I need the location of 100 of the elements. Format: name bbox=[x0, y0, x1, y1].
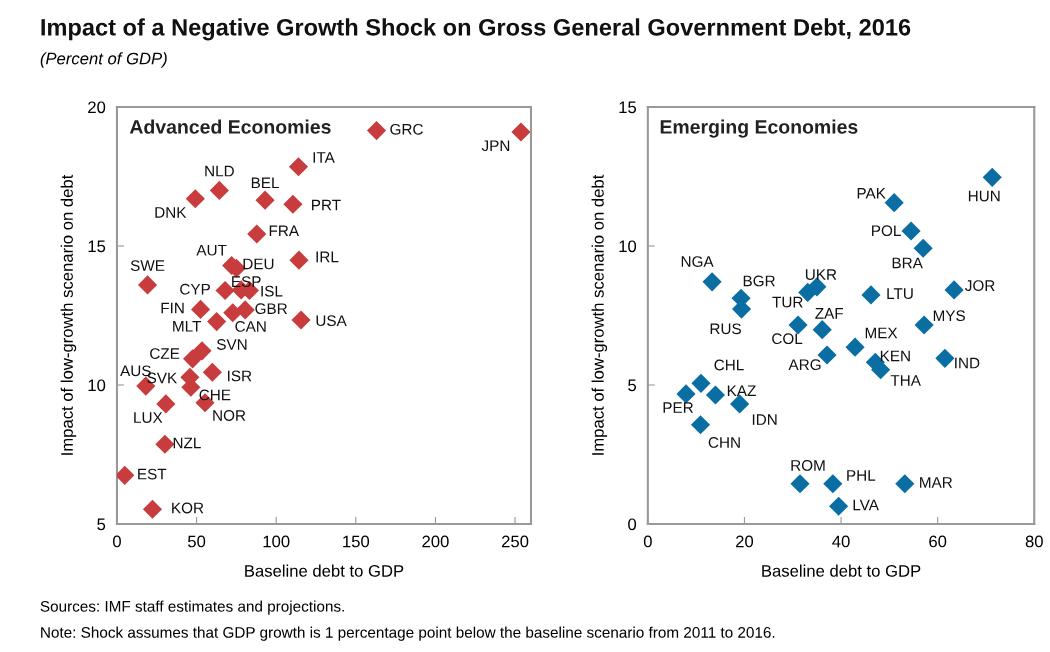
point bbox=[944, 280, 964, 300]
point bbox=[812, 320, 832, 340]
annotation: RUS bbox=[710, 323, 741, 335]
annotation: HUN bbox=[968, 190, 1000, 202]
point bbox=[913, 238, 933, 258]
point bbox=[202, 362, 222, 382]
annotation: ISL bbox=[261, 285, 283, 297]
annotation: KAZ bbox=[727, 385, 756, 396]
point bbox=[702, 272, 722, 292]
point bbox=[982, 167, 1002, 187]
point bbox=[183, 349, 203, 369]
annotation: GBR bbox=[255, 303, 287, 315]
point bbox=[283, 194, 303, 214]
x-tick-label: 150 bbox=[343, 535, 370, 548]
y-tick-label: 20 bbox=[88, 101, 106, 114]
x-tick-label: 50 bbox=[187, 535, 206, 548]
annotation: PER bbox=[663, 402, 693, 413]
annotation: SWE bbox=[130, 260, 165, 272]
point bbox=[884, 193, 904, 213]
annotation: ITA bbox=[313, 152, 335, 163]
point bbox=[691, 373, 711, 393]
point bbox=[690, 415, 711, 435]
point bbox=[185, 189, 205, 209]
point bbox=[288, 157, 309, 177]
y-tick-label: 15 bbox=[619, 101, 637, 114]
y-tick-label: 10 bbox=[619, 240, 637, 253]
annotation: BEL bbox=[251, 177, 279, 189]
annotation: MAR bbox=[920, 477, 953, 488]
annotation: CAN bbox=[235, 321, 266, 332]
point bbox=[142, 499, 163, 519]
annotation: USA bbox=[316, 315, 347, 327]
annotation: LTU bbox=[887, 288, 913, 300]
annotation: MLT bbox=[173, 321, 202, 332]
annotation: IDN bbox=[752, 414, 777, 425]
annotation: IND bbox=[955, 357, 980, 369]
y-tick-label: 5 bbox=[97, 518, 106, 531]
point bbox=[291, 310, 311, 330]
x-tick-label: 100 bbox=[263, 535, 290, 548]
x-tick-label: 0 bbox=[112, 535, 121, 548]
text: Note: Shock assumes that GDP growth is 1 percentage point below the baseline scenario from 2011 to 2016. bbox=[41, 626, 775, 641]
annotation: TUR bbox=[772, 296, 803, 308]
point bbox=[209, 180, 229, 200]
annotation: PRT bbox=[312, 199, 341, 211]
point bbox=[366, 121, 387, 141]
y-tick-label: 10 bbox=[88, 379, 106, 392]
annotation: ZAF bbox=[815, 308, 844, 319]
y-axis-title: Impact of low-growth scenario on debt bbox=[591, 174, 608, 455]
annotation: CHN bbox=[708, 437, 740, 448]
y-axis-title: Impact of low-growth scenario on debt bbox=[60, 174, 77, 455]
annotation: CHL bbox=[714, 359, 744, 371]
annotation: POL bbox=[872, 225, 901, 237]
annotation: NZL bbox=[173, 437, 201, 449]
annotation: JOR bbox=[965, 280, 995, 292]
x-tick-label: 20 bbox=[736, 535, 754, 548]
point bbox=[705, 385, 726, 405]
annotation: BRA bbox=[892, 257, 923, 269]
x-tick-label: 250 bbox=[502, 535, 529, 548]
x-tick-label: 40 bbox=[832, 535, 850, 548]
annotation: KEN bbox=[880, 350, 910, 362]
text: Advanced Economies bbox=[129, 119, 331, 134]
annotation: ISR bbox=[228, 370, 252, 382]
point bbox=[790, 474, 810, 494]
annotation: CHE bbox=[199, 389, 231, 401]
y-tick-label: 0 bbox=[628, 518, 637, 531]
point bbox=[829, 496, 849, 516]
annotation: DEU bbox=[243, 258, 274, 270]
text: Emerging Economies bbox=[660, 119, 858, 138]
annotation: PHL bbox=[847, 470, 876, 481]
annotation: UKR bbox=[805, 269, 837, 280]
annotation: NLD bbox=[205, 165, 234, 177]
point bbox=[901, 221, 921, 241]
y-tick-label: 5 bbox=[628, 379, 637, 392]
point bbox=[156, 394, 176, 414]
point bbox=[247, 224, 267, 244]
annotation: MEX bbox=[865, 327, 898, 339]
point bbox=[207, 312, 227, 332]
point bbox=[730, 394, 750, 414]
x-tick-label: 80 bbox=[1025, 535, 1043, 548]
point bbox=[289, 250, 309, 270]
annotation: LUX bbox=[134, 412, 163, 424]
point bbox=[845, 337, 865, 357]
annotation: ARG bbox=[788, 359, 821, 371]
annotation: FIN bbox=[161, 302, 184, 314]
annotation: SVN bbox=[216, 339, 247, 350]
annotation: BGR bbox=[743, 275, 775, 287]
annotation: COL bbox=[772, 333, 803, 345]
point bbox=[155, 434, 175, 454]
point bbox=[511, 122, 531, 142]
annotation: NOR bbox=[213, 410, 246, 421]
annotation: GRC bbox=[390, 123, 423, 135]
point bbox=[223, 303, 243, 323]
point bbox=[255, 190, 275, 210]
annotation: CZE bbox=[150, 348, 180, 359]
annotation: ESP bbox=[232, 276, 261, 288]
annotation: AUT bbox=[196, 244, 227, 256]
x-tick-label: 60 bbox=[929, 535, 947, 548]
text: (Percent of GDP) bbox=[40, 52, 167, 68]
annotation: NGA bbox=[681, 256, 714, 267]
annotation: LVA bbox=[853, 499, 879, 511]
annotation: KOR bbox=[172, 502, 204, 514]
